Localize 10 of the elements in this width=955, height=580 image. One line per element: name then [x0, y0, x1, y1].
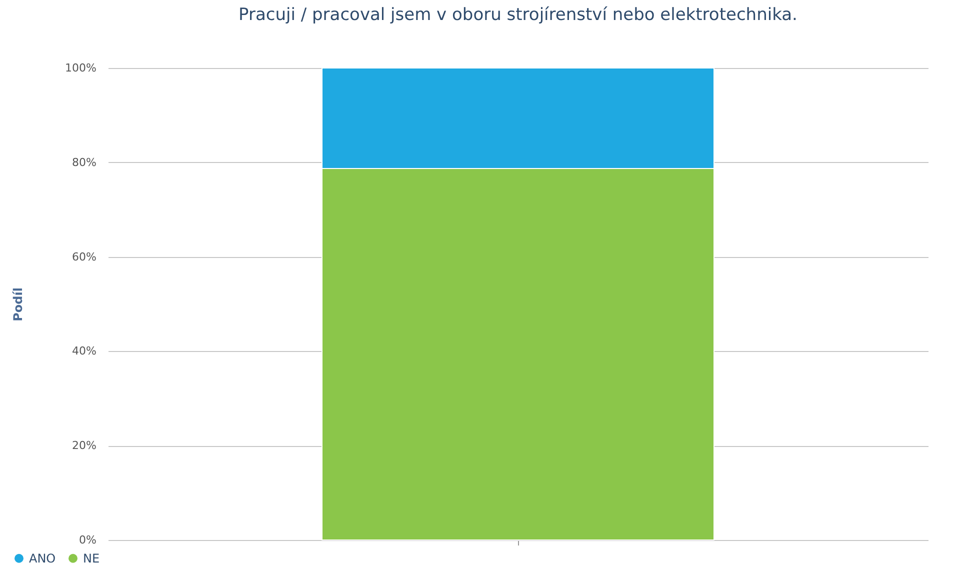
y-tick-label: 40%: [72, 344, 96, 358]
y-tick-label: 0%: [79, 534, 96, 546]
y-tick-label: 100%: [65, 62, 96, 74]
y-tick-label: 60%: [72, 250, 96, 264]
chart-title: Pracuji / pracoval jsem v oboru strojírenství nebo elektrotechnika.: [238, 5, 798, 25]
y-axis-title: Podíl: [11, 288, 26, 322]
legend-label: NE: [83, 551, 100, 566]
y-tick-label: 20%: [72, 439, 96, 452]
legend-label: ANO: [29, 551, 56, 566]
y-tick-label: 80%: [72, 156, 96, 169]
